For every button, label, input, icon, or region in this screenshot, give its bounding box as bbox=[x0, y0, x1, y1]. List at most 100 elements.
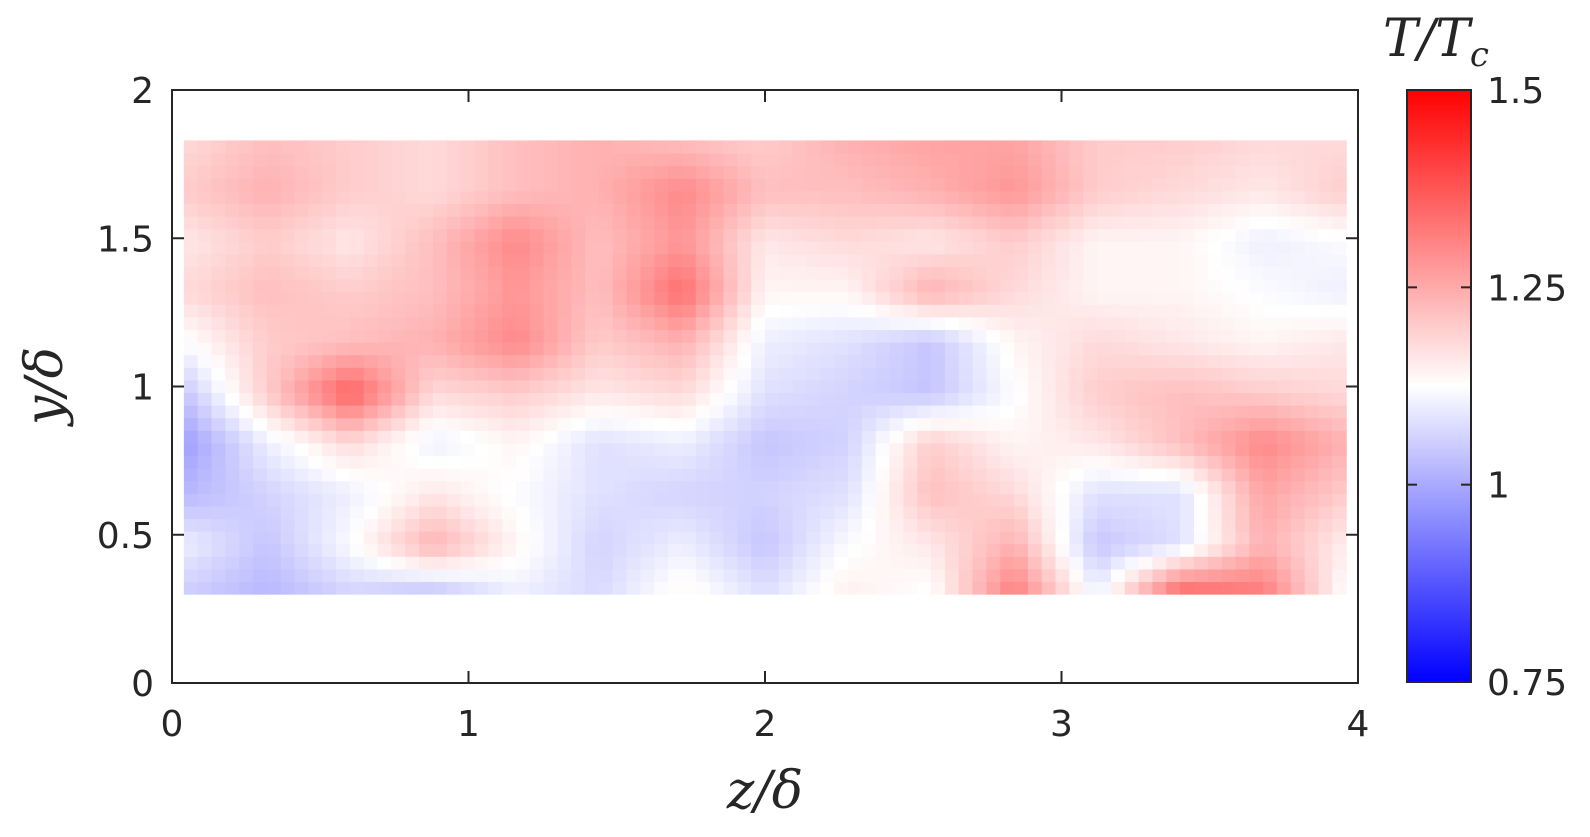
heatmap-cell bbox=[1138, 430, 1154, 444]
heatmap-cell bbox=[363, 266, 379, 280]
heatmap-cell bbox=[1166, 216, 1181, 230]
heatmap-cell bbox=[1097, 266, 1112, 280]
heatmap-cell bbox=[419, 379, 434, 394]
heatmap-cell bbox=[668, 253, 683, 268]
heatmap-cell bbox=[1014, 228, 1029, 242]
heatmap-cell bbox=[211, 266, 226, 280]
heatmap-cell bbox=[654, 241, 669, 255]
heatmap-cell bbox=[557, 342, 572, 356]
heatmap-cell bbox=[474, 165, 489, 179]
heatmap-cell bbox=[723, 266, 738, 280]
heatmap-cell bbox=[1263, 442, 1278, 457]
heatmap-cell bbox=[308, 140, 323, 154]
heatmap-cell bbox=[848, 354, 863, 368]
heatmap-cell bbox=[322, 493, 337, 507]
heatmap-cell bbox=[488, 140, 503, 154]
heatmap-cell bbox=[1124, 493, 1140, 507]
heatmap-cell bbox=[931, 379, 946, 394]
heatmap-cell bbox=[778, 505, 794, 520]
heatmap-cell bbox=[336, 316, 351, 331]
heatmap-cell bbox=[778, 417, 794, 431]
heatmap-cell bbox=[308, 518, 323, 532]
heatmap-cell bbox=[654, 329, 669, 343]
heatmap-cell bbox=[792, 480, 808, 494]
heatmap-cell bbox=[529, 354, 545, 368]
heatmap-cell bbox=[917, 468, 932, 482]
heatmap-cell bbox=[1097, 342, 1112, 356]
heatmap-cell bbox=[626, 304, 642, 318]
heatmap-cell bbox=[336, 568, 351, 583]
heatmap-cell bbox=[1097, 392, 1112, 406]
heatmap-cell bbox=[848, 468, 863, 482]
heatmap-cell bbox=[1332, 140, 1347, 154]
heatmap-cell bbox=[183, 581, 199, 595]
heatmap-cell bbox=[1069, 581, 1084, 595]
heatmap-cell bbox=[1193, 165, 1209, 179]
heatmap-cell bbox=[197, 304, 213, 318]
heatmap-cell bbox=[917, 241, 932, 255]
heatmap-cell bbox=[529, 505, 545, 520]
heatmap-cell bbox=[183, 480, 199, 494]
heatmap-cell bbox=[294, 153, 309, 167]
heatmap-cell bbox=[488, 518, 503, 532]
heatmap-cell bbox=[1014, 468, 1029, 482]
heatmap-cell bbox=[1027, 581, 1043, 595]
heatmap-cell bbox=[626, 430, 642, 444]
heatmap-cell bbox=[322, 480, 337, 494]
heatmap-cell bbox=[239, 216, 254, 230]
heatmap-cell bbox=[308, 153, 323, 167]
heatmap-cell bbox=[944, 153, 960, 167]
heatmap-cell bbox=[1249, 304, 1264, 318]
heatmap-cell bbox=[1110, 228, 1126, 242]
heatmap-cell bbox=[1332, 329, 1347, 343]
heatmap-cell bbox=[557, 392, 572, 406]
heatmap-cell bbox=[239, 316, 254, 331]
heatmap-cell bbox=[903, 455, 918, 469]
heatmap-cell bbox=[861, 455, 877, 469]
heatmap-cell bbox=[515, 442, 531, 457]
heatmap-cell bbox=[294, 430, 309, 444]
heatmap-cell bbox=[585, 178, 600, 192]
heatmap-cell bbox=[253, 543, 268, 557]
heatmap-cell bbox=[1152, 165, 1167, 179]
heatmap-cell bbox=[1332, 379, 1347, 394]
heatmap-cell bbox=[253, 178, 268, 192]
heatmap-cell bbox=[211, 417, 226, 431]
heatmap-cell bbox=[612, 354, 628, 368]
heatmap-cell bbox=[903, 518, 918, 532]
heatmap-cell bbox=[903, 468, 918, 482]
heatmap-cell bbox=[751, 480, 766, 494]
heatmap-cell bbox=[1235, 505, 1250, 520]
heatmap-cell bbox=[875, 190, 891, 205]
heatmap-cell bbox=[1138, 455, 1154, 469]
heatmap-cell bbox=[972, 153, 987, 167]
heatmap-cell bbox=[225, 316, 240, 331]
heatmap-cell bbox=[723, 165, 738, 179]
heatmap-cell bbox=[626, 228, 642, 242]
heatmap-cell bbox=[446, 531, 462, 545]
heatmap-cell bbox=[322, 367, 337, 381]
heatmap-cell bbox=[640, 556, 655, 570]
heatmap-cell bbox=[1193, 253, 1209, 268]
heatmap-cell bbox=[294, 367, 309, 381]
heatmap-cell bbox=[557, 266, 572, 280]
heatmap-cell bbox=[778, 304, 794, 318]
heatmap-cell bbox=[1221, 291, 1237, 305]
heatmap-cell bbox=[751, 316, 766, 331]
heatmap-cell bbox=[1304, 190, 1320, 205]
heatmap-cell bbox=[239, 266, 254, 280]
heatmap-cell bbox=[460, 392, 476, 406]
heatmap-cell bbox=[1249, 228, 1264, 242]
heatmap-cell bbox=[1221, 203, 1237, 217]
heatmap-cell bbox=[239, 455, 254, 469]
heatmap-cell bbox=[1152, 468, 1167, 482]
heatmap-cell bbox=[391, 442, 406, 457]
heatmap-cell bbox=[1041, 442, 1057, 457]
heatmap-cell bbox=[626, 480, 642, 494]
heatmap-cell bbox=[598, 493, 614, 507]
heatmap-cell bbox=[1332, 165, 1347, 179]
heatmap-cell bbox=[972, 342, 987, 356]
heatmap-cell bbox=[875, 468, 891, 482]
heatmap-cell bbox=[1249, 241, 1264, 255]
heatmap-cell bbox=[280, 329, 296, 343]
